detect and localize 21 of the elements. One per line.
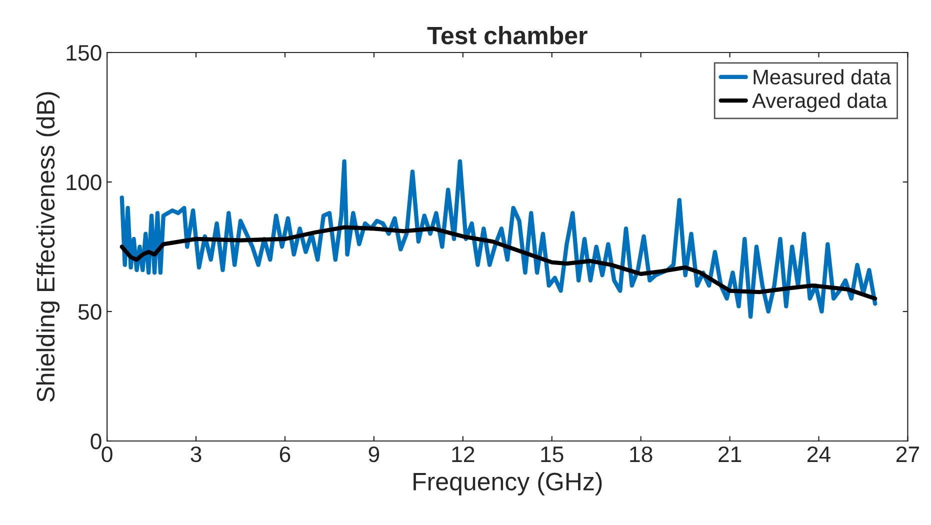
y-tick-label: 50	[78, 304, 102, 320]
legend-label: Measured data	[754, 69, 892, 84]
y-axis-title: Shielding Effectiveness (dB)	[36, 92, 60, 402]
line-series	[120, 225, 878, 301]
x-tick-label: 24	[808, 446, 830, 462]
line-series	[120, 159, 878, 319]
chart-title: Test chamber	[427, 26, 588, 44]
x-tick-label: 21	[718, 446, 742, 462]
y-tick-label: 100	[66, 174, 102, 190]
x-tick-label: 12	[452, 446, 474, 462]
x-axis-title: Frequency (GHz)	[414, 472, 602, 496]
x-tick-label: 3	[190, 446, 202, 462]
x-tick-label: 15	[541, 446, 564, 462]
x-tick-label: 27	[896, 446, 919, 462]
x-tick-label: 18	[630, 446, 652, 462]
legend-label: Averaged data	[752, 92, 888, 112]
y-tick-label: 150	[66, 45, 102, 61]
x-tick-label: 0	[102, 446, 112, 462]
x-tick-label: 6	[280, 446, 290, 462]
x-tick-label: 9	[368, 446, 380, 462]
y-tick-label: 0	[90, 434, 102, 450]
